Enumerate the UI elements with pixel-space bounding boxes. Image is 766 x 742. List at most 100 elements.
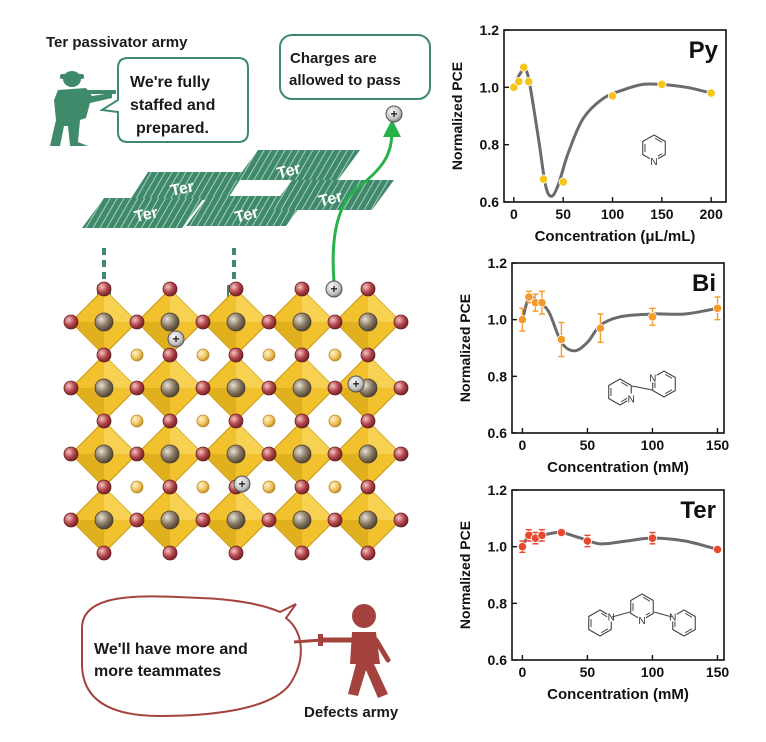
octahedron-facet xyxy=(236,355,269,388)
octahedron-facet xyxy=(368,355,401,388)
x-site-atom xyxy=(195,380,211,396)
octahedron-facet xyxy=(269,322,302,355)
x-site-atom xyxy=(195,314,211,330)
data-point xyxy=(558,177,568,187)
charge-symbol: + xyxy=(330,282,337,296)
data-point xyxy=(519,62,529,72)
octahedron-facet xyxy=(335,388,368,421)
molecule-n-bg xyxy=(627,393,636,404)
x-tick-label: 100 xyxy=(601,206,625,222)
x-site-atom xyxy=(228,347,244,363)
charge-symbol: + xyxy=(352,377,359,391)
b-site-atom xyxy=(226,378,246,398)
b-site-atom xyxy=(226,444,246,464)
b-site-atom xyxy=(358,312,378,332)
x-site-atom xyxy=(96,281,112,297)
x-tick-label: 100 xyxy=(641,437,665,453)
data-point xyxy=(607,91,618,101)
x-tick-label: 150 xyxy=(650,206,674,222)
x-site-atom xyxy=(294,347,310,363)
molecule-n-atom: N xyxy=(628,395,635,406)
x-tick-label: 100 xyxy=(641,664,665,680)
x-site-atom xyxy=(294,545,310,561)
charge-carrier xyxy=(347,375,365,393)
x-site-atom xyxy=(393,314,409,330)
molecule-bond xyxy=(611,611,631,618)
a-site-atom xyxy=(262,348,276,362)
x-site-atom xyxy=(360,479,376,495)
x-site-atom xyxy=(195,446,211,462)
b-site-atom xyxy=(226,312,246,332)
a-site-atom xyxy=(328,414,342,428)
b-site-atom xyxy=(94,510,114,530)
octahedron-facet xyxy=(170,421,203,454)
a-site-atom xyxy=(196,480,210,494)
a-site-atom xyxy=(130,348,144,362)
octahedron-facet xyxy=(137,388,170,421)
octahedron-facet xyxy=(236,289,269,322)
data-point xyxy=(537,530,547,540)
data-point xyxy=(657,79,667,90)
octahedron-facet xyxy=(203,520,236,553)
a-site-atom xyxy=(130,414,144,428)
molecule-bond xyxy=(664,373,673,379)
octahedron-facet xyxy=(137,322,170,355)
x-tick-label: 50 xyxy=(555,206,571,222)
x-tick-label: 200 xyxy=(700,206,724,222)
x-site-atom xyxy=(261,314,277,330)
x-site-atom xyxy=(261,446,277,462)
x-site-atom xyxy=(393,512,409,528)
data-point xyxy=(524,77,534,87)
molecule-n-bg xyxy=(668,611,677,622)
chart-panel-bi: 0.6 0.8 1.0 1.2 0 50 100 150 Concentration (mM) N… xyxy=(457,255,729,476)
b-site-atom xyxy=(94,378,114,398)
x-tick-label: 150 xyxy=(706,437,730,453)
octahedron-facet xyxy=(104,355,137,388)
molecule-n-bg xyxy=(638,615,646,625)
ter-plate: Ter xyxy=(130,172,245,200)
octahedron-facet xyxy=(71,454,104,487)
ter-plate-label: Ter xyxy=(275,160,302,182)
octahedron-facet xyxy=(302,487,335,520)
octahedron-facet xyxy=(368,421,401,454)
anchor-links xyxy=(102,248,236,282)
octahedron-facet xyxy=(335,454,368,487)
defect-person-icon xyxy=(293,604,391,698)
data-point xyxy=(517,542,528,552)
x-site-atom xyxy=(63,446,79,462)
charge-symbol: + xyxy=(238,477,245,491)
x-site-atom xyxy=(327,314,343,330)
octahedron-facet xyxy=(236,421,269,454)
molecule-bond xyxy=(631,385,653,391)
y-tick-label: 0.6 xyxy=(488,425,508,441)
a-site-atom xyxy=(262,480,276,494)
soldier-speech-bubble: We're fully staffed and prepared. xyxy=(99,57,249,143)
x-site-atom xyxy=(96,347,112,363)
ter-plate-label: Ter xyxy=(233,204,260,226)
b-site-atom xyxy=(358,510,378,530)
plot-frame xyxy=(511,262,725,434)
y-tick-label: 1.0 xyxy=(480,79,500,95)
defects-speech-line-2: more teammates xyxy=(94,663,221,680)
x-site-atom xyxy=(294,413,310,429)
y-tick-label: 1.0 xyxy=(488,539,508,555)
x-tick-label: 0 xyxy=(519,664,527,680)
a-site-atom xyxy=(262,414,276,428)
data-point xyxy=(538,174,549,184)
y-tick-label: 1.0 xyxy=(488,312,508,328)
octahedron-facet xyxy=(335,520,368,553)
x-site-atom xyxy=(228,545,244,561)
molecule-bond xyxy=(600,628,609,634)
x-site-atom xyxy=(228,281,244,297)
molecule-bond xyxy=(664,389,673,395)
data-point xyxy=(595,323,606,333)
x-site-atom xyxy=(360,281,376,297)
x-site-atom xyxy=(294,479,310,495)
a-site-atom xyxy=(328,348,342,362)
a-site-atom xyxy=(130,480,144,494)
x-site-atom xyxy=(129,512,145,528)
octahedron-facet xyxy=(236,487,269,520)
soldier-speech-line-1: We're fully xyxy=(130,74,210,91)
molecule-n-atom: N xyxy=(669,613,676,624)
